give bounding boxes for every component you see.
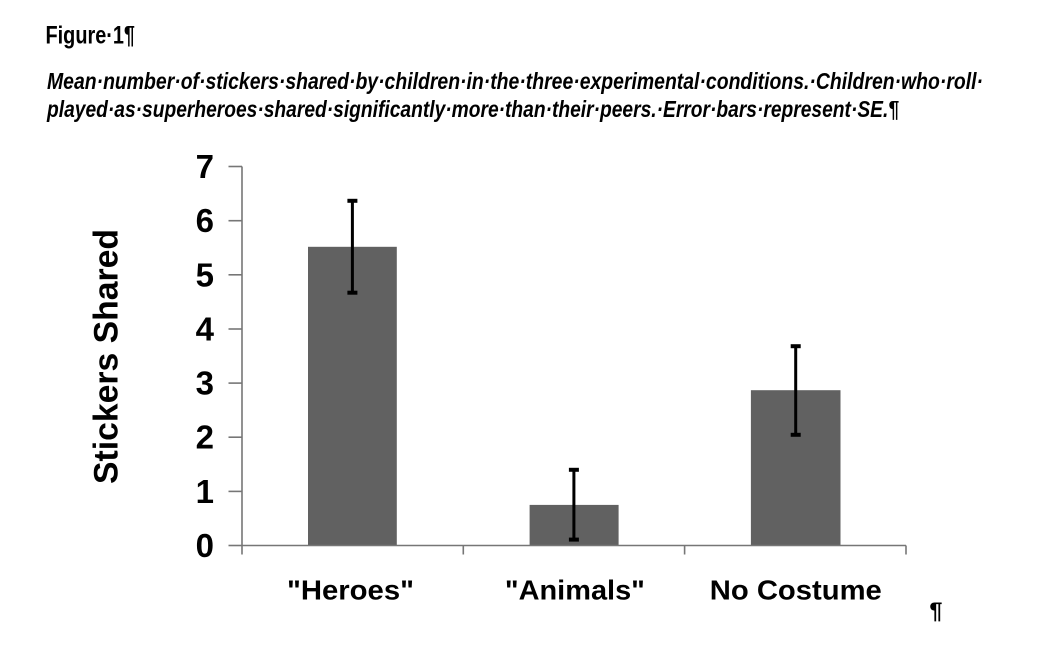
svg-text:Stickers Shared: Stickers Shared bbox=[88, 229, 126, 484]
svg-text:3: 3 bbox=[196, 365, 214, 402]
svg-text:Mean·number·of·stickers·shared: Mean·number·of·stickers·shared·by·childr… bbox=[47, 68, 983, 94]
svg-text:6: 6 bbox=[196, 202, 214, 239]
svg-text:"Animals": "Animals" bbox=[505, 575, 645, 606]
svg-text:2: 2 bbox=[196, 419, 214, 456]
svg-text:0: 0 bbox=[196, 527, 214, 564]
svg-text:4: 4 bbox=[196, 311, 215, 348]
svg-text:¶: ¶ bbox=[929, 598, 942, 624]
svg-text:No Costume: No Costume bbox=[710, 575, 882, 606]
svg-text:"Heroes": "Heroes" bbox=[287, 575, 414, 606]
svg-text:played·as·superheroes·shared·s: played·as·superheroes·shared·significant… bbox=[46, 96, 899, 122]
svg-text:5: 5 bbox=[196, 256, 214, 293]
svg-text:Figure·1¶: Figure·1¶ bbox=[46, 22, 136, 50]
svg-text:1: 1 bbox=[196, 473, 214, 510]
svg-text:7: 7 bbox=[196, 148, 214, 185]
